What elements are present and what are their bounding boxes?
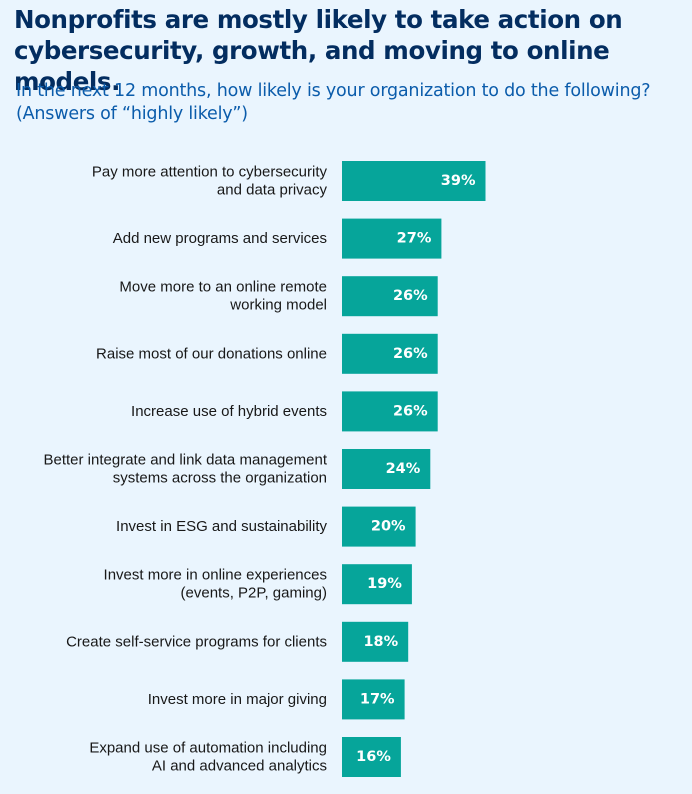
bar-value-label: 26% [393, 403, 428, 419]
bar-value-label: 16% [356, 749, 391, 765]
bar [342, 218, 442, 259]
category-label: Invest more in major giving [148, 691, 327, 708]
category-label-line: Create self-service programs for clients [66, 633, 327, 650]
bar-value-label: 24% [386, 461, 421, 477]
category-label-line: Invest more in major giving [148, 691, 327, 708]
bar-value-label: 26% [393, 288, 428, 304]
bar-row: 16% Expand use of automation including AI … [89, 737, 401, 777]
bar [342, 333, 438, 374]
category-label-line: Invest more in online experiences [104, 567, 327, 584]
category-label: Invest in ESG and sustainability [116, 518, 327, 535]
bar-value-label: 27% [397, 231, 432, 247]
bar-row: 19% Invest more in online experiences (eve… [104, 564, 412, 605]
category-label-line: Raise most of our donations online [96, 345, 327, 362]
bar-row: 17% Invest more in major giving [148, 679, 405, 720]
bar-row: 26% Move more to an online remote working … [119, 276, 438, 317]
bar-value-label: 17% [360, 691, 395, 707]
category-label: Add new programs and services [113, 230, 327, 247]
bar-value-label: 39% [441, 173, 476, 189]
bar-value-label: 20% [371, 519, 406, 535]
bar [342, 276, 438, 317]
category-label-line: Move more to an online remote [119, 279, 327, 296]
category-label-line: (events, P2P, gaming) [181, 585, 327, 602]
bar [342, 506, 416, 547]
category-label: Expand use of automation including AI and… [89, 740, 327, 775]
bar [342, 161, 486, 201]
bar-row: 27% Add new programs and services [113, 218, 442, 259]
bar [342, 391, 438, 432]
category-label-line: AI and advanced analytics [152, 758, 327, 775]
category-label-line: Pay more attention to cybersecurity [92, 164, 328, 181]
category-label: Increase use of hybrid events [131, 403, 327, 420]
category-label-line: Invest in ESG and sustainability [116, 518, 327, 535]
bar-row: 26% Raise most of our donations online [96, 333, 438, 374]
bar [342, 564, 412, 605]
bar [342, 679, 405, 720]
category-label-line: systems across the organization [113, 470, 327, 487]
category-label-line: and data privacy [217, 182, 328, 199]
category-label-line: working model [229, 297, 327, 314]
category-label: Create self-service programs for clients [66, 633, 327, 650]
bar [342, 449, 431, 489]
bar-row: 39% Pay more attention to cybersecurity an… [92, 161, 486, 201]
category-label-line: Add new programs and services [113, 230, 327, 247]
category-label-line: Increase use of hybrid events [131, 403, 327, 420]
bar-value-label: 18% [363, 634, 398, 650]
bar-value-label: 26% [393, 346, 428, 362]
bar-row: 20% Invest in ESG and sustainability [116, 506, 416, 547]
category-label-line: Better integrate and link data managemen… [43, 452, 327, 469]
category-label: Move more to an online remote working mod… [119, 279, 327, 314]
bar [342, 621, 409, 662]
bar-value-label: 19% [367, 576, 402, 592]
bar-row: 24% Better integrate and link data manage… [43, 449, 431, 489]
category-label: Pay more attention to cybersecurity and d… [92, 164, 328, 199]
category-label: Raise most of our donations online [96, 345, 327, 362]
bar-row: 18% Create self-service programs for clie… [66, 621, 409, 662]
category-label: Invest more in online experiences (events… [104, 567, 327, 602]
category-label-line: Expand use of automation including [89, 740, 327, 757]
chart-subtitle: In the next 12 months, how likely is you… [16, 81, 651, 124]
bar [342, 737, 401, 777]
category-label: Better integrate and link data managemen… [43, 452, 327, 487]
chart-title: Nonprofits are mostly likely to take act… [14, 5, 623, 96]
bar-row: 26% Increase use of hybrid events [131, 391, 438, 432]
